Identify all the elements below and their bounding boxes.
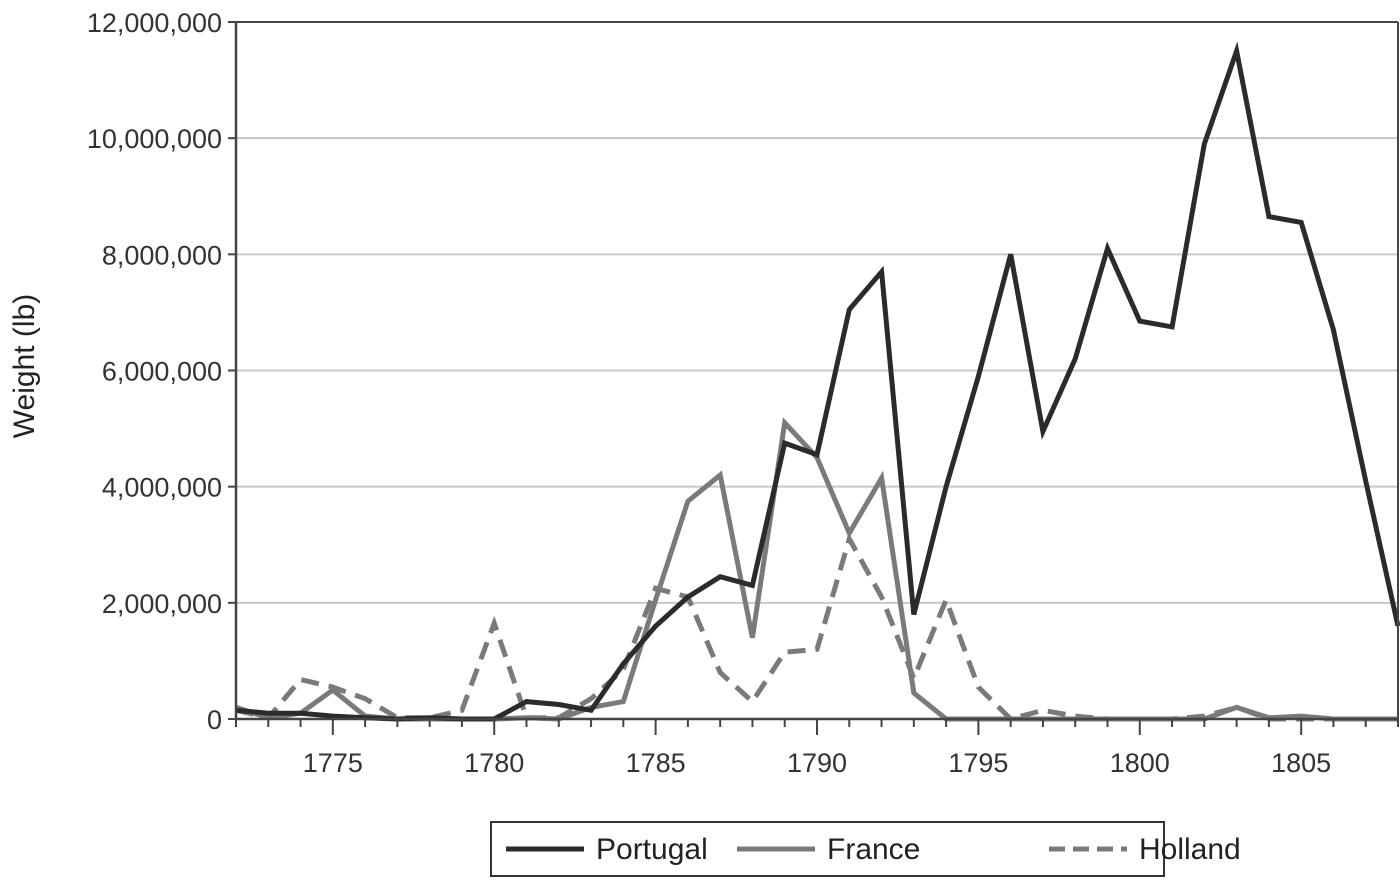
y-axis-tick-labels: 0 2,000,000 4,000,000 6,000,000 8,000,000 10,… bbox=[87, 8, 222, 735]
legend: Portugal France Holland bbox=[490, 821, 1241, 877]
y-tick-label: 0 bbox=[207, 705, 222, 735]
series-line-portugal bbox=[235, 41, 1400, 722]
y-tick-label: 6,000,000 bbox=[102, 357, 222, 387]
y-tick-label: 12,000,000 bbox=[87, 8, 222, 38]
legend-label-france: France bbox=[827, 833, 920, 866]
y-tick-label: 10,000,000 bbox=[87, 124, 222, 154]
axes bbox=[228, 21, 1399, 735]
x-tick-label: 1775 bbox=[303, 748, 363, 778]
x-tick-label: 1795 bbox=[948, 748, 1008, 778]
y-tick-label: 2,000,000 bbox=[102, 589, 222, 619]
x-tick-label: 1790 bbox=[787, 748, 847, 778]
x-tick-label: 1805 bbox=[1271, 748, 1331, 778]
x-tick-label: 1800 bbox=[1110, 748, 1170, 778]
x-tick-label: 1785 bbox=[626, 748, 686, 778]
series-line-france bbox=[235, 417, 1398, 722]
gridlines bbox=[236, 21, 1398, 604]
y-tick-label: 8,000,000 bbox=[102, 240, 222, 270]
series-line-holland bbox=[235, 532, 1398, 722]
y-axis-title: Weight (lb) bbox=[8, 294, 41, 439]
legend-label-portugal: Portugal bbox=[596, 833, 708, 866]
legend-label-holland: Holland bbox=[1139, 833, 1241, 866]
y-tick-label: 4,000,000 bbox=[102, 473, 222, 503]
series-lines bbox=[235, 41, 1400, 722]
x-tick-label: 1780 bbox=[464, 748, 524, 778]
x-axis-tick-labels: 1775 1780 1785 1790 1795 1800 1805 bbox=[303, 748, 1331, 778]
